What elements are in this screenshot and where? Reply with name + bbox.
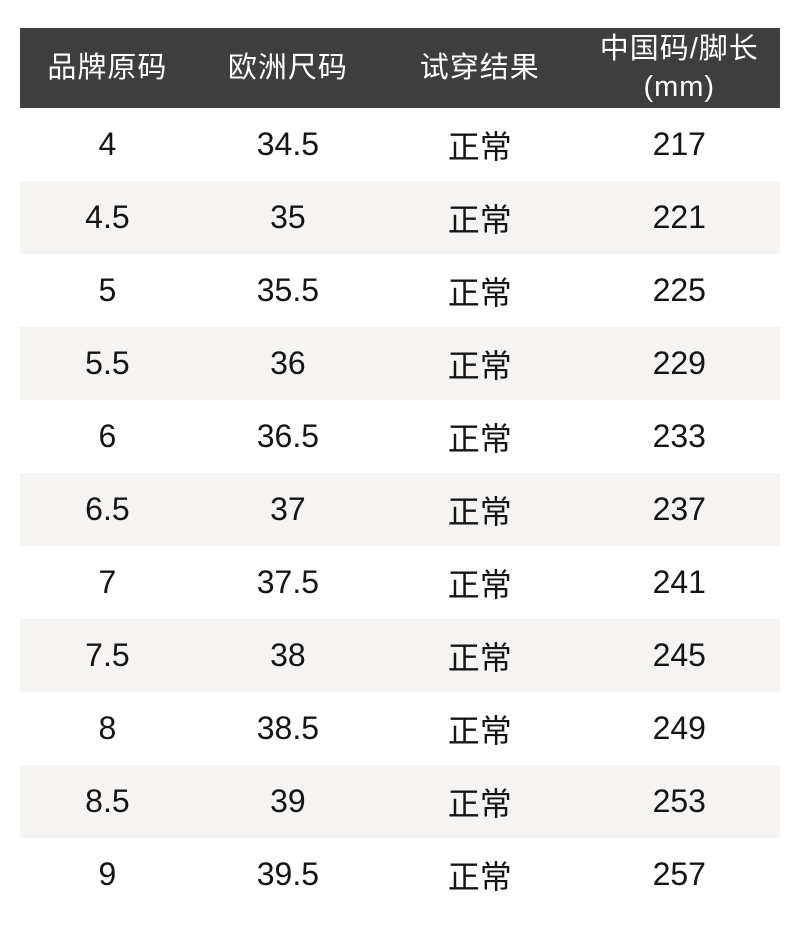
cell-fit-result: 正常 — [447, 201, 512, 238]
cell-fit-result: 正常 — [447, 493, 512, 530]
cell-fit-result: 正常 — [447, 712, 512, 749]
cell-cn-size: 229 — [652, 345, 706, 381]
table-row: 7 37.5 正常 241 — [20, 546, 780, 619]
cell-brand-size: 8.5 — [85, 783, 130, 819]
cell-fit-result: 正常 — [447, 785, 512, 822]
cell-brand-size: 4 — [98, 126, 117, 162]
table-row: 8 38.5 正常 249 — [20, 692, 780, 765]
cell-brand-size: 8 — [98, 710, 117, 746]
size-chart-table: 品牌原码 欧洲尺码 试穿结果 中国码/脚长 (mm) 4 34.5 正常 217… — [20, 28, 780, 911]
header-eu-size: 欧洲尺码 — [195, 28, 381, 108]
table-row: 7.5 38 正常 245 — [20, 619, 780, 692]
table-row: 6.5 37 正常 237 — [20, 473, 780, 546]
table-row: 4 34.5 正常 217 — [20, 108, 780, 181]
header-label: 欧洲尺码 — [227, 52, 348, 84]
cell-eu-size: 38.5 — [256, 710, 320, 746]
cell-eu-size: 36.5 — [256, 418, 320, 454]
header-brand-original-size: 品牌原码 — [20, 28, 195, 108]
cell-fit-result: 正常 — [447, 128, 512, 165]
cell-cn-size: 221 — [652, 199, 706, 235]
cell-brand-size: 9 — [98, 856, 117, 892]
cell-brand-size: 7 — [98, 564, 117, 600]
cell-fit-result: 正常 — [447, 420, 512, 457]
cell-brand-size: 6 — [98, 418, 117, 454]
cell-brand-size: 7.5 — [85, 637, 130, 673]
cell-cn-size: 241 — [652, 564, 706, 600]
cell-brand-size: 5 — [98, 272, 117, 308]
cell-eu-size: 36 — [270, 345, 306, 381]
table-row: 8.5 39 正常 253 — [20, 765, 780, 838]
cell-fit-result: 正常 — [447, 274, 512, 311]
cell-cn-size: 217 — [652, 126, 706, 162]
cell-brand-size: 5.5 — [85, 345, 130, 381]
cell-cn-size: 253 — [652, 783, 706, 819]
header-label: 试穿结果 — [419, 52, 540, 84]
header-label: 品牌原码 — [47, 52, 168, 84]
cell-cn-size: 225 — [652, 272, 706, 308]
cell-fit-result: 正常 — [447, 639, 512, 676]
cell-eu-size: 37 — [270, 491, 306, 527]
cell-eu-size: 39.5 — [256, 856, 320, 892]
header-cn-size-foot-length: 中国码/脚长 (mm) — [579, 28, 780, 108]
cell-cn-size: 233 — [652, 418, 706, 454]
cell-eu-size: 39 — [270, 783, 306, 819]
header-fit-result: 试穿结果 — [381, 28, 579, 108]
header-label-line1: 中国码/脚长 — [599, 33, 759, 65]
cell-eu-size: 35.5 — [256, 272, 320, 308]
cell-eu-size: 38 — [270, 637, 306, 673]
cell-cn-size: 249 — [652, 710, 706, 746]
cell-cn-size: 237 — [652, 491, 706, 527]
cell-brand-size: 6.5 — [85, 491, 130, 527]
cell-fit-result: 正常 — [447, 858, 512, 895]
cell-cn-size: 257 — [652, 856, 706, 892]
cell-fit-result: 正常 — [447, 347, 512, 384]
table-body: 4 34.5 正常 217 4.5 35 正常 221 5 35.5 正常 22… — [20, 108, 780, 911]
table-row: 4.5 35 正常 221 — [20, 181, 780, 254]
table-row: 6 36.5 正常 233 — [20, 400, 780, 473]
table-header-row: 品牌原码 欧洲尺码 试穿结果 中国码/脚长 (mm) — [20, 28, 780, 108]
table-row: 5 35.5 正常 225 — [20, 254, 780, 327]
cell-fit-result: 正常 — [447, 566, 512, 603]
cell-cn-size: 245 — [652, 637, 706, 673]
cell-eu-size: 37.5 — [256, 564, 320, 600]
cell-eu-size: 35 — [270, 199, 306, 235]
table-row: 5.5 36 正常 229 — [20, 327, 780, 400]
cell-brand-size: 4.5 — [85, 199, 130, 235]
table-row: 9 39.5 正常 257 — [20, 838, 780, 911]
cell-eu-size: 34.5 — [256, 126, 320, 162]
header-label-line2: (mm) — [643, 71, 716, 103]
